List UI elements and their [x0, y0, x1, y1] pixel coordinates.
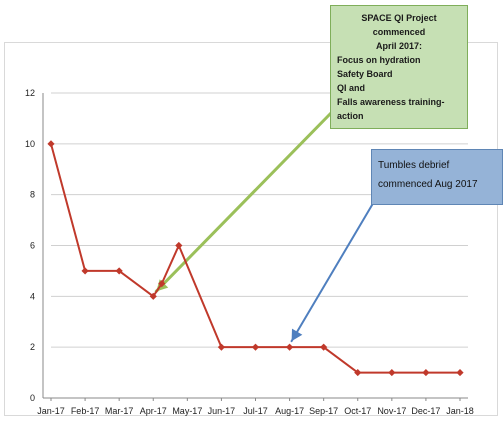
- data-point: [388, 368, 396, 377]
- annotation-arrow-tumbles: [290, 199, 376, 343]
- annotation-space-qi-line-3: Focus on hydration: [337, 54, 421, 65]
- annotation-space-qi-line-5: QI and: [337, 82, 366, 93]
- data-point: [115, 267, 123, 275]
- data-point: [456, 368, 464, 377]
- x-tick-label: Jan-18: [446, 406, 474, 416]
- data-point: [217, 343, 226, 351]
- data-point: [81, 267, 89, 275]
- x-tick-label: Sep-17: [309, 406, 338, 416]
- x-tick-label: Feb-17: [71, 406, 100, 416]
- annotation-tumbles-line-1: Tumbles debrief: [378, 160, 450, 171]
- x-tick-label: Oct-17: [344, 406, 371, 416]
- x-tick-label: Jan-17: [37, 406, 65, 416]
- x-tick-labels: Jan-17 Feb-17 Mar-17 Apr-17 May-17 Jun-17 Jul-…: [37, 406, 474, 416]
- y-tick-label: 0: [30, 393, 35, 403]
- grid-lines: [51, 92, 468, 348]
- data-point: [251, 343, 260, 351]
- x-tick-label: Aug-17: [275, 406, 304, 416]
- y-tick-label: 2: [30, 342, 35, 352]
- data-point: [320, 343, 328, 351]
- data-point: [422, 368, 430, 377]
- data-points: [47, 140, 464, 377]
- series-polyline: [50, 143, 460, 374]
- x-tick-label: Mar-17: [105, 406, 134, 416]
- annotation-space-qi: SPACE QI Project commenced April 2017: F…: [330, 5, 468, 129]
- data-point: [158, 280, 166, 288]
- annotation-space-qi-line-1: SPACE QI Project commenced: [361, 13, 437, 37]
- y-tick-label: 8: [30, 190, 35, 200]
- annotation-arrow-tumbles-head: [291, 328, 303, 342]
- x-tick-label: Jul-17: [243, 406, 268, 416]
- y-tick-labels: 0 2 4 6 8 10 12: [25, 88, 35, 403]
- annotation-tumbles-debrief: Tumbles debrief commenced Aug 2017: [371, 149, 503, 205]
- annotation-space-qi-line-2: April 2017:: [375, 40, 423, 51]
- annotation-tumbles-line-2: commenced Aug 2017: [378, 179, 478, 190]
- y-tick-label: 6: [30, 241, 35, 251]
- data-point: [285, 343, 294, 351]
- annotation-space-qi-line-6: Falls awareness training- action: [337, 96, 445, 121]
- data-point: [354, 368, 362, 377]
- data-point: [149, 292, 157, 300]
- y-tick-label: 12: [25, 88, 35, 98]
- annotation-space-qi-line-4: Safety Board: [337, 68, 393, 79]
- x-tick-label: Nov-17: [377, 406, 406, 416]
- y-tick-label: 10: [25, 139, 35, 149]
- x-tick-label: Apr-17: [140, 406, 167, 416]
- series-line: [50, 143, 460, 374]
- annotation-arrow-space-qi: [154, 110, 334, 293]
- data-point: [175, 241, 183, 250]
- data-point: [47, 140, 55, 148]
- x-tick-label: May-17: [172, 406, 202, 416]
- x-tick-label: Jun-17: [208, 406, 236, 416]
- x-tick-label: Dec-17: [411, 406, 440, 416]
- axes: [42, 93, 468, 401]
- y-tick-label: 4: [30, 291, 35, 301]
- annotation-arrows: [154, 110, 376, 343]
